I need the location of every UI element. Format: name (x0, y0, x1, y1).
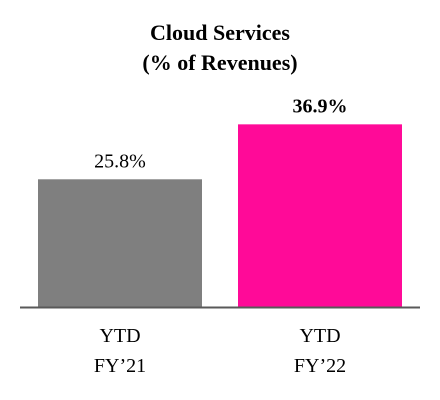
value-labels-group: 25.8% 36.9% (94, 95, 347, 172)
bar-1 (38, 179, 202, 307)
chart-title-line: Cloud Services (150, 20, 290, 45)
category-label-2-line-2: FY’22 (294, 355, 346, 377)
bars-group (38, 124, 402, 307)
bar-value-label-1: 25.8% (94, 150, 146, 172)
bar-value-label-2: 36.9% (293, 95, 348, 117)
category-label-2-line-1: YTD (299, 325, 340, 347)
chart-title: Cloud Services (% of Revenues) (0, 18, 440, 78)
category-label-1-line-2: FY’21 (94, 355, 146, 377)
chart-subtitle-line: (% of Revenues) (142, 50, 298, 75)
category-label-1-line-1: YTD (99, 325, 140, 347)
tick-labels-group: YTD FY’21 YTD FY’22 (94, 325, 346, 377)
bar-2 (238, 124, 402, 307)
